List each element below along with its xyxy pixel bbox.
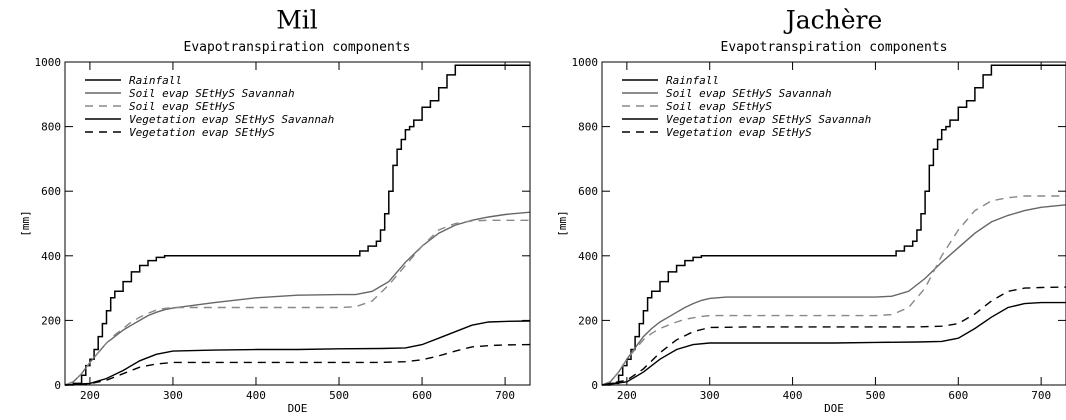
chart-panel-2: Jachère Evapotranspiration components 200 3… bbox=[556, 6, 1066, 415]
series-line-rainfall bbox=[65, 64, 530, 386]
x-tick-label: 400 bbox=[783, 389, 803, 402]
legend-label: Vegetation evap SEtHyS bbox=[129, 126, 275, 139]
x-tick-label: 400 bbox=[246, 389, 266, 402]
legend-label: Soil evap SEtHyS bbox=[129, 100, 235, 113]
y-tick-label: 400 bbox=[578, 250, 598, 263]
chart-title: Evapotranspiration components bbox=[184, 40, 411, 55]
x-tick-label: 300 bbox=[700, 389, 720, 402]
y-tick-label: 200 bbox=[41, 314, 61, 327]
plot-frame bbox=[601, 61, 1066, 386]
series-line-rainfall bbox=[602, 64, 1066, 386]
y-tick-label: 600 bbox=[578, 185, 598, 198]
series-line-soil-evap-sethys bbox=[65, 219, 530, 386]
y-tick-label: 800 bbox=[578, 121, 598, 134]
y-tick-label: 1000 bbox=[572, 56, 599, 69]
legend-label: Vegetation evap SEtHyS Savannah bbox=[129, 113, 334, 126]
chart-title: Evapotranspiration components bbox=[721, 40, 948, 55]
x-tick-label: 700 bbox=[1031, 389, 1051, 402]
y-tick-label: 200 bbox=[578, 314, 598, 327]
x-tick-label: 500 bbox=[329, 389, 349, 402]
series-line-soil-evap-sethys-savannah bbox=[602, 204, 1066, 386]
legend-label: Soil evap SEtHyS bbox=[666, 100, 772, 113]
y-tick-label: 0 bbox=[54, 379, 61, 392]
series-line-vegetation-evap-sethys-savannah bbox=[65, 320, 530, 386]
y-tick-label: 0 bbox=[591, 379, 598, 392]
series-line-soil-evap-sethys bbox=[602, 195, 1066, 386]
x-tick-label: 200 bbox=[617, 389, 637, 402]
panel-title: Mil bbox=[276, 6, 318, 35]
legend-label: Rainfall bbox=[666, 74, 719, 87]
x-tick-label: 300 bbox=[163, 389, 183, 402]
chart-panel-1: Mil Evapotranspiration components 200 300 40… bbox=[19, 6, 531, 415]
series-line-soil-evap-sethys-savannah bbox=[65, 211, 530, 386]
x-tick-label: 200 bbox=[80, 389, 100, 402]
x-tick-label: 600 bbox=[412, 389, 432, 402]
series-line-vegetation-evap-sethys-savannah bbox=[602, 301, 1066, 386]
x-axis-label: DOE bbox=[288, 402, 308, 415]
panel-title: Jachère bbox=[783, 6, 883, 35]
series-line-vegetation-evap-sethys bbox=[65, 343, 530, 386]
legend-label: Vegetation evap SEtHyS bbox=[666, 126, 812, 139]
x-tick-label: 700 bbox=[495, 389, 515, 402]
y-axis-label: [mm] bbox=[556, 210, 569, 237]
y-tick-label: 800 bbox=[41, 121, 61, 134]
x-tick-label: 600 bbox=[948, 389, 968, 402]
series-line-vegetation-evap-sethys bbox=[602, 286, 1066, 386]
legend-label: Soil evap SEtHyS Savannah bbox=[666, 87, 832, 100]
x-axis-label: DOE bbox=[824, 402, 844, 415]
plot-frame bbox=[64, 61, 531, 386]
x-tick-label: 500 bbox=[865, 389, 885, 402]
legend-label: Rainfall bbox=[129, 74, 182, 87]
y-tick-label: 600 bbox=[41, 185, 61, 198]
y-tick-label: 1000 bbox=[35, 56, 62, 69]
y-tick-label: 400 bbox=[41, 250, 61, 263]
y-axis-label: [mm] bbox=[19, 210, 32, 237]
legend-label: Soil evap SEtHyS Savannah bbox=[129, 87, 295, 100]
legend-label: Vegetation evap SEtHyS Savannah bbox=[666, 113, 871, 126]
